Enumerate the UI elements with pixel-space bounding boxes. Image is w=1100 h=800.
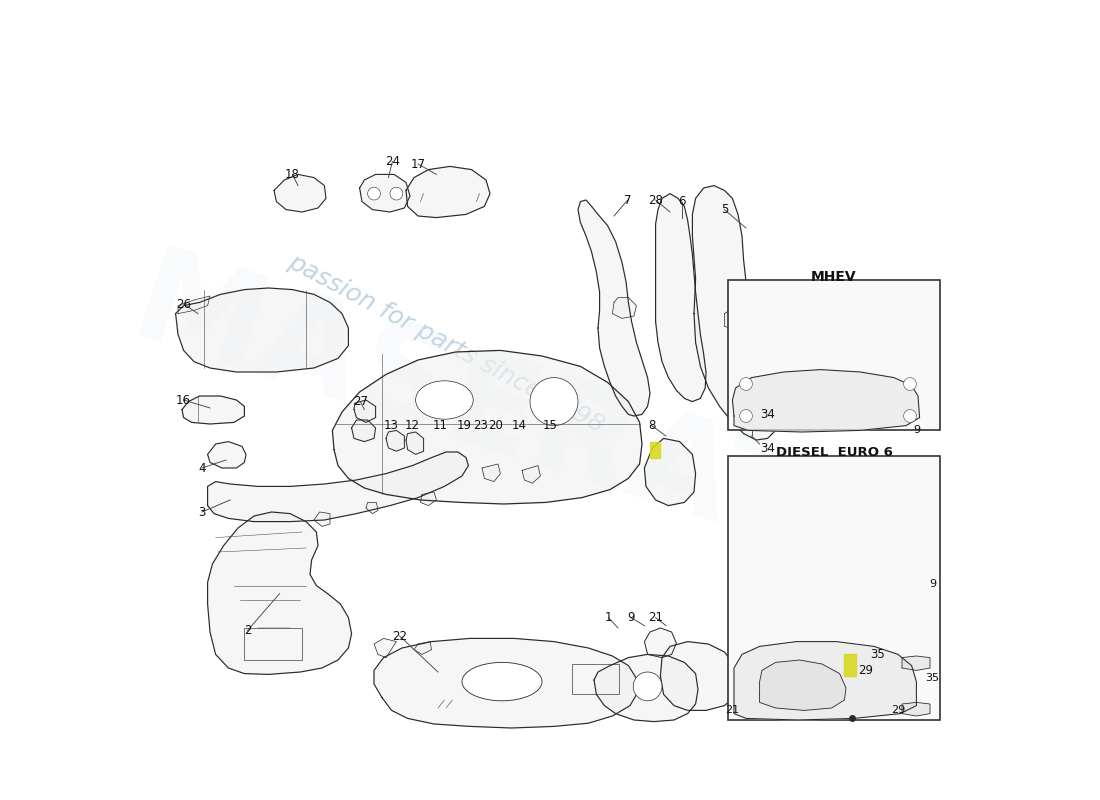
Polygon shape: [314, 512, 330, 526]
Polygon shape: [374, 638, 396, 658]
Polygon shape: [902, 656, 930, 670]
Polygon shape: [645, 628, 676, 658]
Circle shape: [903, 410, 916, 422]
Text: 7: 7: [624, 194, 631, 206]
Polygon shape: [208, 452, 469, 522]
Text: 4: 4: [198, 462, 206, 474]
Text: 22: 22: [392, 630, 407, 642]
Text: 9: 9: [627, 611, 635, 624]
Polygon shape: [482, 464, 500, 482]
Text: passion for parts since 1998: passion for parts since 1998: [284, 250, 608, 438]
Bar: [572, 664, 619, 694]
Polygon shape: [182, 396, 244, 424]
Circle shape: [739, 378, 752, 390]
Circle shape: [634, 672, 662, 701]
Polygon shape: [366, 502, 378, 514]
Polygon shape: [352, 420, 375, 442]
Text: 13: 13: [384, 419, 399, 432]
Polygon shape: [420, 492, 437, 506]
Text: 34: 34: [760, 442, 775, 454]
Text: 19: 19: [456, 419, 472, 432]
Circle shape: [390, 187, 403, 200]
Circle shape: [903, 378, 916, 390]
Circle shape: [367, 187, 381, 200]
Polygon shape: [374, 638, 638, 728]
Polygon shape: [406, 432, 424, 454]
Text: 28: 28: [648, 194, 663, 206]
Circle shape: [530, 378, 578, 426]
Text: 26: 26: [176, 298, 191, 310]
Polygon shape: [354, 400, 375, 422]
Text: 29: 29: [891, 706, 905, 715]
Text: 21: 21: [725, 706, 739, 715]
Polygon shape: [613, 298, 637, 318]
Polygon shape: [176, 288, 349, 372]
Ellipse shape: [462, 662, 542, 701]
Text: 16: 16: [176, 394, 191, 406]
Polygon shape: [734, 642, 916, 720]
Polygon shape: [386, 430, 405, 451]
Text: DIESEL  EURO 6: DIESEL EURO 6: [776, 446, 892, 459]
Text: 9: 9: [913, 426, 920, 435]
Bar: [244, 628, 303, 660]
Circle shape: [739, 410, 752, 422]
Text: 17: 17: [410, 158, 426, 170]
Polygon shape: [650, 442, 660, 458]
Text: 29: 29: [858, 664, 873, 677]
Polygon shape: [208, 512, 352, 674]
Polygon shape: [522, 466, 540, 483]
Text: 9: 9: [928, 579, 936, 589]
Polygon shape: [760, 660, 846, 710]
Text: 5: 5: [720, 203, 728, 216]
Bar: [727, 280, 940, 430]
Text: 24: 24: [385, 155, 400, 168]
Polygon shape: [360, 174, 410, 212]
Text: 11: 11: [433, 419, 448, 432]
Text: MASERATI: MASERATI: [117, 239, 871, 593]
Polygon shape: [845, 654, 856, 676]
Text: 14: 14: [513, 419, 527, 432]
Text: 35: 35: [925, 674, 939, 683]
Polygon shape: [902, 702, 930, 716]
Text: 15: 15: [542, 419, 558, 432]
Text: 12: 12: [405, 419, 420, 432]
Polygon shape: [692, 186, 778, 440]
Text: 20: 20: [488, 419, 503, 432]
Text: 3: 3: [198, 506, 206, 518]
Polygon shape: [274, 174, 326, 212]
Polygon shape: [656, 194, 706, 402]
Polygon shape: [414, 642, 431, 654]
Text: 34: 34: [760, 408, 775, 421]
Polygon shape: [594, 654, 698, 722]
Text: 2: 2: [244, 624, 251, 637]
Polygon shape: [733, 370, 920, 432]
Polygon shape: [660, 642, 738, 710]
Bar: [727, 456, 940, 720]
Polygon shape: [208, 442, 246, 468]
Text: 6: 6: [679, 195, 685, 208]
Polygon shape: [645, 438, 695, 506]
Polygon shape: [332, 350, 642, 504]
Text: 21: 21: [648, 611, 663, 624]
Ellipse shape: [416, 381, 473, 419]
Text: 8: 8: [648, 419, 656, 432]
Polygon shape: [578, 200, 650, 416]
Polygon shape: [725, 309, 744, 330]
Text: 1: 1: [605, 611, 612, 624]
Text: MHEV: MHEV: [811, 270, 857, 284]
Text: 18: 18: [285, 168, 300, 181]
Text: 23: 23: [473, 419, 487, 432]
Polygon shape: [406, 166, 490, 218]
Text: 35: 35: [870, 648, 886, 661]
Polygon shape: [178, 296, 210, 314]
Text: 27: 27: [353, 395, 367, 408]
